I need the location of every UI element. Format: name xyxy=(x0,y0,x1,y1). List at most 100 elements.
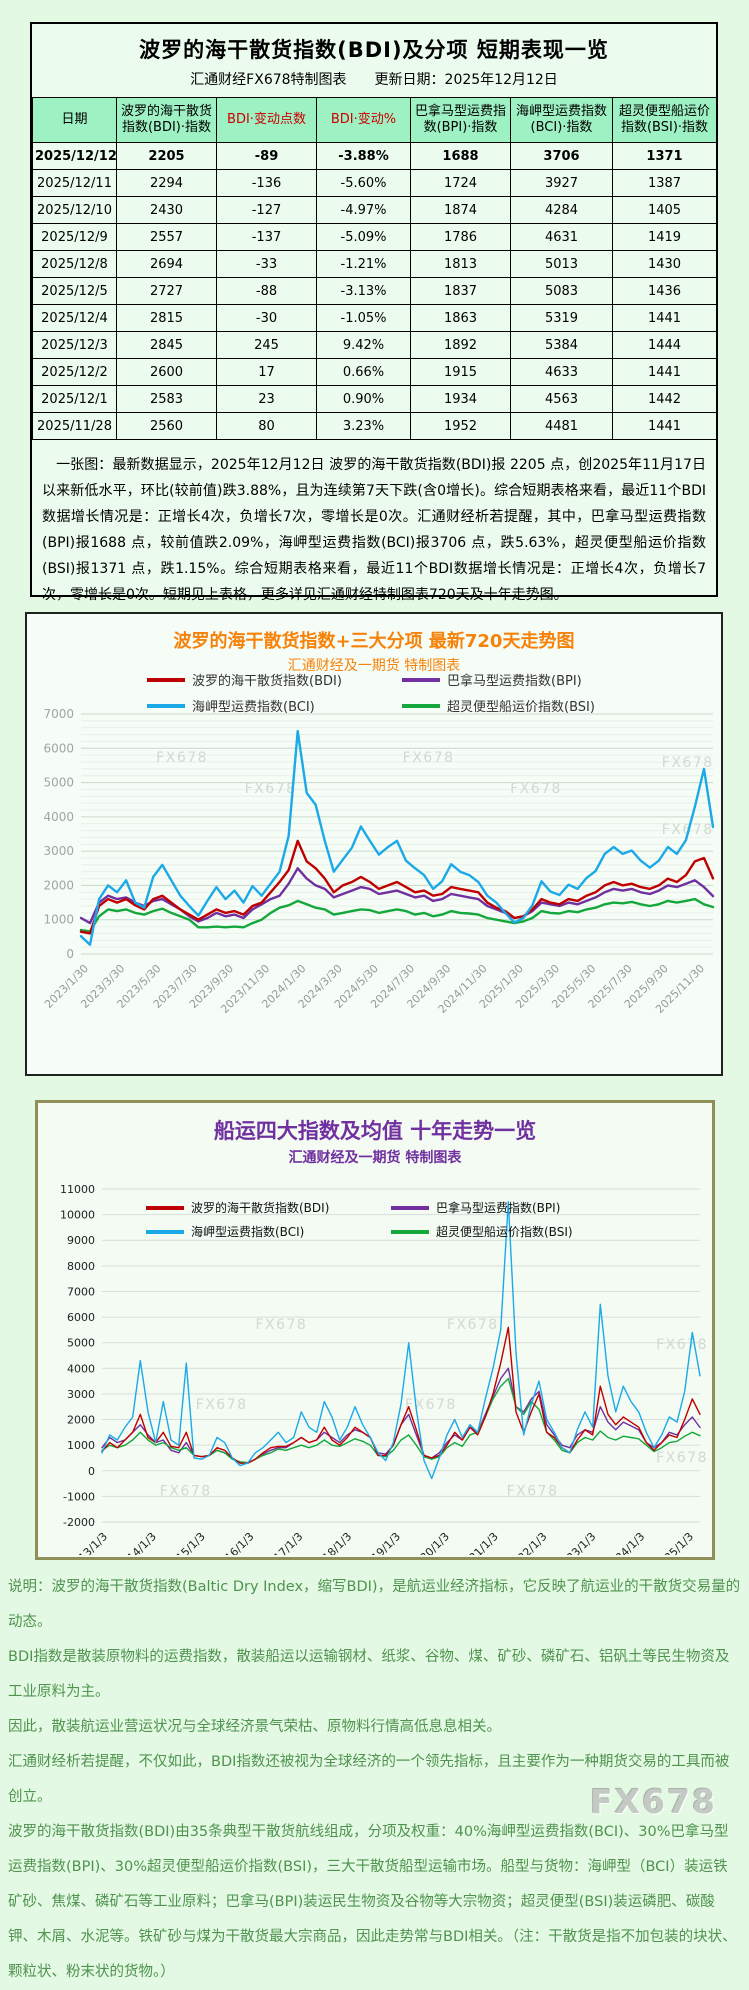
chart-720-subtitle: 汇通财经及一期货 特制图表 xyxy=(287,658,461,674)
chart-watermark: FX678 xyxy=(447,1317,499,1333)
bdi-table: 日期 波罗的海干散货指数(BDI)·指数 BDI·变动点数 BDI·变动% 巴拿… xyxy=(32,97,717,440)
x-axis-tick-label: 2014/1/3 xyxy=(115,1530,159,1555)
chart-watermark: FX678 xyxy=(507,1483,559,1499)
table-cell: 2025/12/1 xyxy=(32,385,117,413)
bci-line-swatch xyxy=(146,1229,184,1234)
y-axis-tick-label: 10000 xyxy=(60,1209,95,1222)
table-cell: 4563 xyxy=(510,385,613,413)
table-cell: -30 xyxy=(216,304,317,332)
table-cell: 1724 xyxy=(410,169,511,197)
y-axis-tick-label: 4000 xyxy=(43,810,74,824)
table-cell: 1405 xyxy=(612,196,717,224)
y-axis-tick-label: 7000 xyxy=(43,707,74,721)
table-cell: 2025/12/2 xyxy=(32,358,117,386)
table-row: 2025/11/28 2560 80 3.23% 1952 4481 1441 xyxy=(32,412,717,440)
table-cell: 2025/11/28 xyxy=(32,412,117,440)
x-axis-tick-label: 2024/1/3 xyxy=(603,1530,647,1555)
chart-watermark: FX678 xyxy=(160,1483,212,1499)
table-cell: -137 xyxy=(216,223,317,251)
table-cell: 1813 xyxy=(410,250,511,278)
chart-watermark: FX678 xyxy=(510,781,562,797)
col-header-bpi: 巴拿马型运费指数(BPI)·指数 xyxy=(410,97,511,143)
legend-label-bdi: 波罗的海干散货指数(BDI) xyxy=(191,1201,330,1215)
chart-watermark: FX678 xyxy=(662,822,714,838)
table-cell: -89 xyxy=(216,142,317,170)
table-cell: 2205 xyxy=(116,142,217,170)
x-axis-tick-label: 2018/1/3 xyxy=(310,1530,354,1555)
table-cell: 23 xyxy=(216,385,317,413)
note-line: 汇通财经析若提醒，不仅如此，BDI指数还被视为全球经济的一个领先指标，且主要作为… xyxy=(8,1754,730,1805)
table-cell: 2294 xyxy=(116,169,217,197)
bsi-line-swatch xyxy=(391,1229,429,1234)
y-axis-tick-label: 5000 xyxy=(43,776,74,790)
table-cell: 2025/12/5 xyxy=(32,277,117,305)
table-cell: 2845 xyxy=(116,331,217,359)
chart-720-title: 波罗的海干散货指数+三大分项 最新720天走势图 xyxy=(173,631,575,652)
short-term-table-panel: 波罗的海干散货指数(BDI)及分项 短期表现一览 汇通财经FX678特制图表 更… xyxy=(30,22,718,603)
legend-label-bdi: 波罗的海干散货指数(BDI) xyxy=(192,674,342,689)
table-cell: 1387 xyxy=(612,169,717,197)
chart-10y-title: 船运四大指数及均值 十年走势一览 xyxy=(213,1119,537,1143)
y-axis-tick-label: 5000 xyxy=(67,1337,95,1350)
chart-watermark: FX678 xyxy=(156,750,208,766)
chart-watermark: FX678 xyxy=(403,750,455,766)
table-row: 2025/12/4 2815 -30 -1.05% 1863 5319 1441 xyxy=(32,304,717,332)
legend-label-bci: 海岬型运费指数(BCI) xyxy=(191,1225,305,1239)
table-cell: 5319 xyxy=(510,304,613,332)
table-cell: -88 xyxy=(216,277,317,305)
y-axis-tick-label: 0 xyxy=(66,947,74,961)
table-cell: 1688 xyxy=(410,142,511,170)
table-cell: 2557 xyxy=(116,223,217,251)
chart-10y-subtitle: 汇通财经及一期货 特制图表 xyxy=(288,1150,462,1166)
table-cell: 5384 xyxy=(510,331,613,359)
legend-item-bsi: 超灵便型船运价指数(BSI) xyxy=(402,696,657,715)
page-title: 波罗的海干散货指数(BDI)及分项 短期表现一览 xyxy=(139,38,609,62)
x-axis-tick-label: 2025/1/3 xyxy=(652,1530,696,1555)
table-row: 2025/12/12 2205 -89 -3.88% 1688 3706 1371 xyxy=(32,142,717,170)
chart-watermark: FX678 xyxy=(196,1397,248,1413)
y-axis-tick-label: 1000 xyxy=(67,1439,95,1452)
col-header-bdi-change-pct: BDI·变动% xyxy=(316,97,411,143)
bpi-line-swatch xyxy=(391,1205,429,1210)
y-axis-tick-label: 2000 xyxy=(67,1414,95,1427)
fx678-watermark: FX678 xyxy=(590,1782,717,1821)
table-cell: 2694 xyxy=(116,250,217,278)
y-axis-tick-label: 2000 xyxy=(43,878,74,892)
table-cell: 1441 xyxy=(612,358,717,386)
table-cell: 2727 xyxy=(116,277,217,305)
series-line xyxy=(79,897,715,933)
bci-line-swatch xyxy=(147,703,185,708)
table-cell: 1892 xyxy=(410,331,511,359)
table-cell: -3.13% xyxy=(316,277,411,305)
y-axis-tick-label: -1000 xyxy=(63,1490,95,1503)
chart-watermark: FX678 xyxy=(405,1397,457,1413)
chart-watermark: FX678 xyxy=(245,781,297,797)
legend-item-bdi: 波罗的海干散货指数(BDI) xyxy=(146,1199,391,1216)
table-cell: 1915 xyxy=(410,358,511,386)
y-axis-tick-label: 3000 xyxy=(43,844,74,858)
table-cell: -1.21% xyxy=(316,250,411,278)
table-cell: 5013 xyxy=(510,250,613,278)
table-cell: -5.09% xyxy=(316,223,411,251)
x-axis-tick-label: 2023/1/3 xyxy=(554,1530,598,1555)
y-axis-tick-label: -2000 xyxy=(63,1516,95,1529)
y-axis-tick-label: 6000 xyxy=(43,741,74,755)
x-axis-tick-label: 2021/1/3 xyxy=(457,1530,501,1555)
table-header-row: 日期 波罗的海干散货指数(BDI)·指数 BDI·变动点数 BDI·变动% 巴拿… xyxy=(32,97,717,143)
table-cell: 2025/12/12 xyxy=(32,142,117,170)
legend-label-bsi: 超灵便型船运价指数(BSI) xyxy=(447,700,595,715)
table-row: 2025/12/2 2600 17 0.66% 1915 4633 1441 xyxy=(32,358,717,386)
series-line xyxy=(79,839,715,935)
table-cell: 1436 xyxy=(612,277,717,305)
table-cell: 4481 xyxy=(510,412,613,440)
table-cell: 2025/12/11 xyxy=(32,169,117,197)
y-axis-tick-label: 11000 xyxy=(60,1183,95,1196)
table-cell: -1.05% xyxy=(316,304,411,332)
table-cell: 1934 xyxy=(410,385,511,413)
x-axis-tick-label: 2017/1/3 xyxy=(261,1530,305,1555)
table-cell: 4631 xyxy=(510,223,613,251)
col-header-date: 日期 xyxy=(32,97,117,143)
chart-720-canvas: 0 1000 2000 3000 4000 5000 6000 7000 FX678 FX678 F… xyxy=(42,707,715,1016)
x-axis-tick-label: 2019/1/3 xyxy=(359,1530,403,1555)
chart-720-legend: 波罗的海干散货指数(BDI) 巴拿马型运费指数(BPI) 海岬型运费指数(BCI… xyxy=(147,670,657,715)
